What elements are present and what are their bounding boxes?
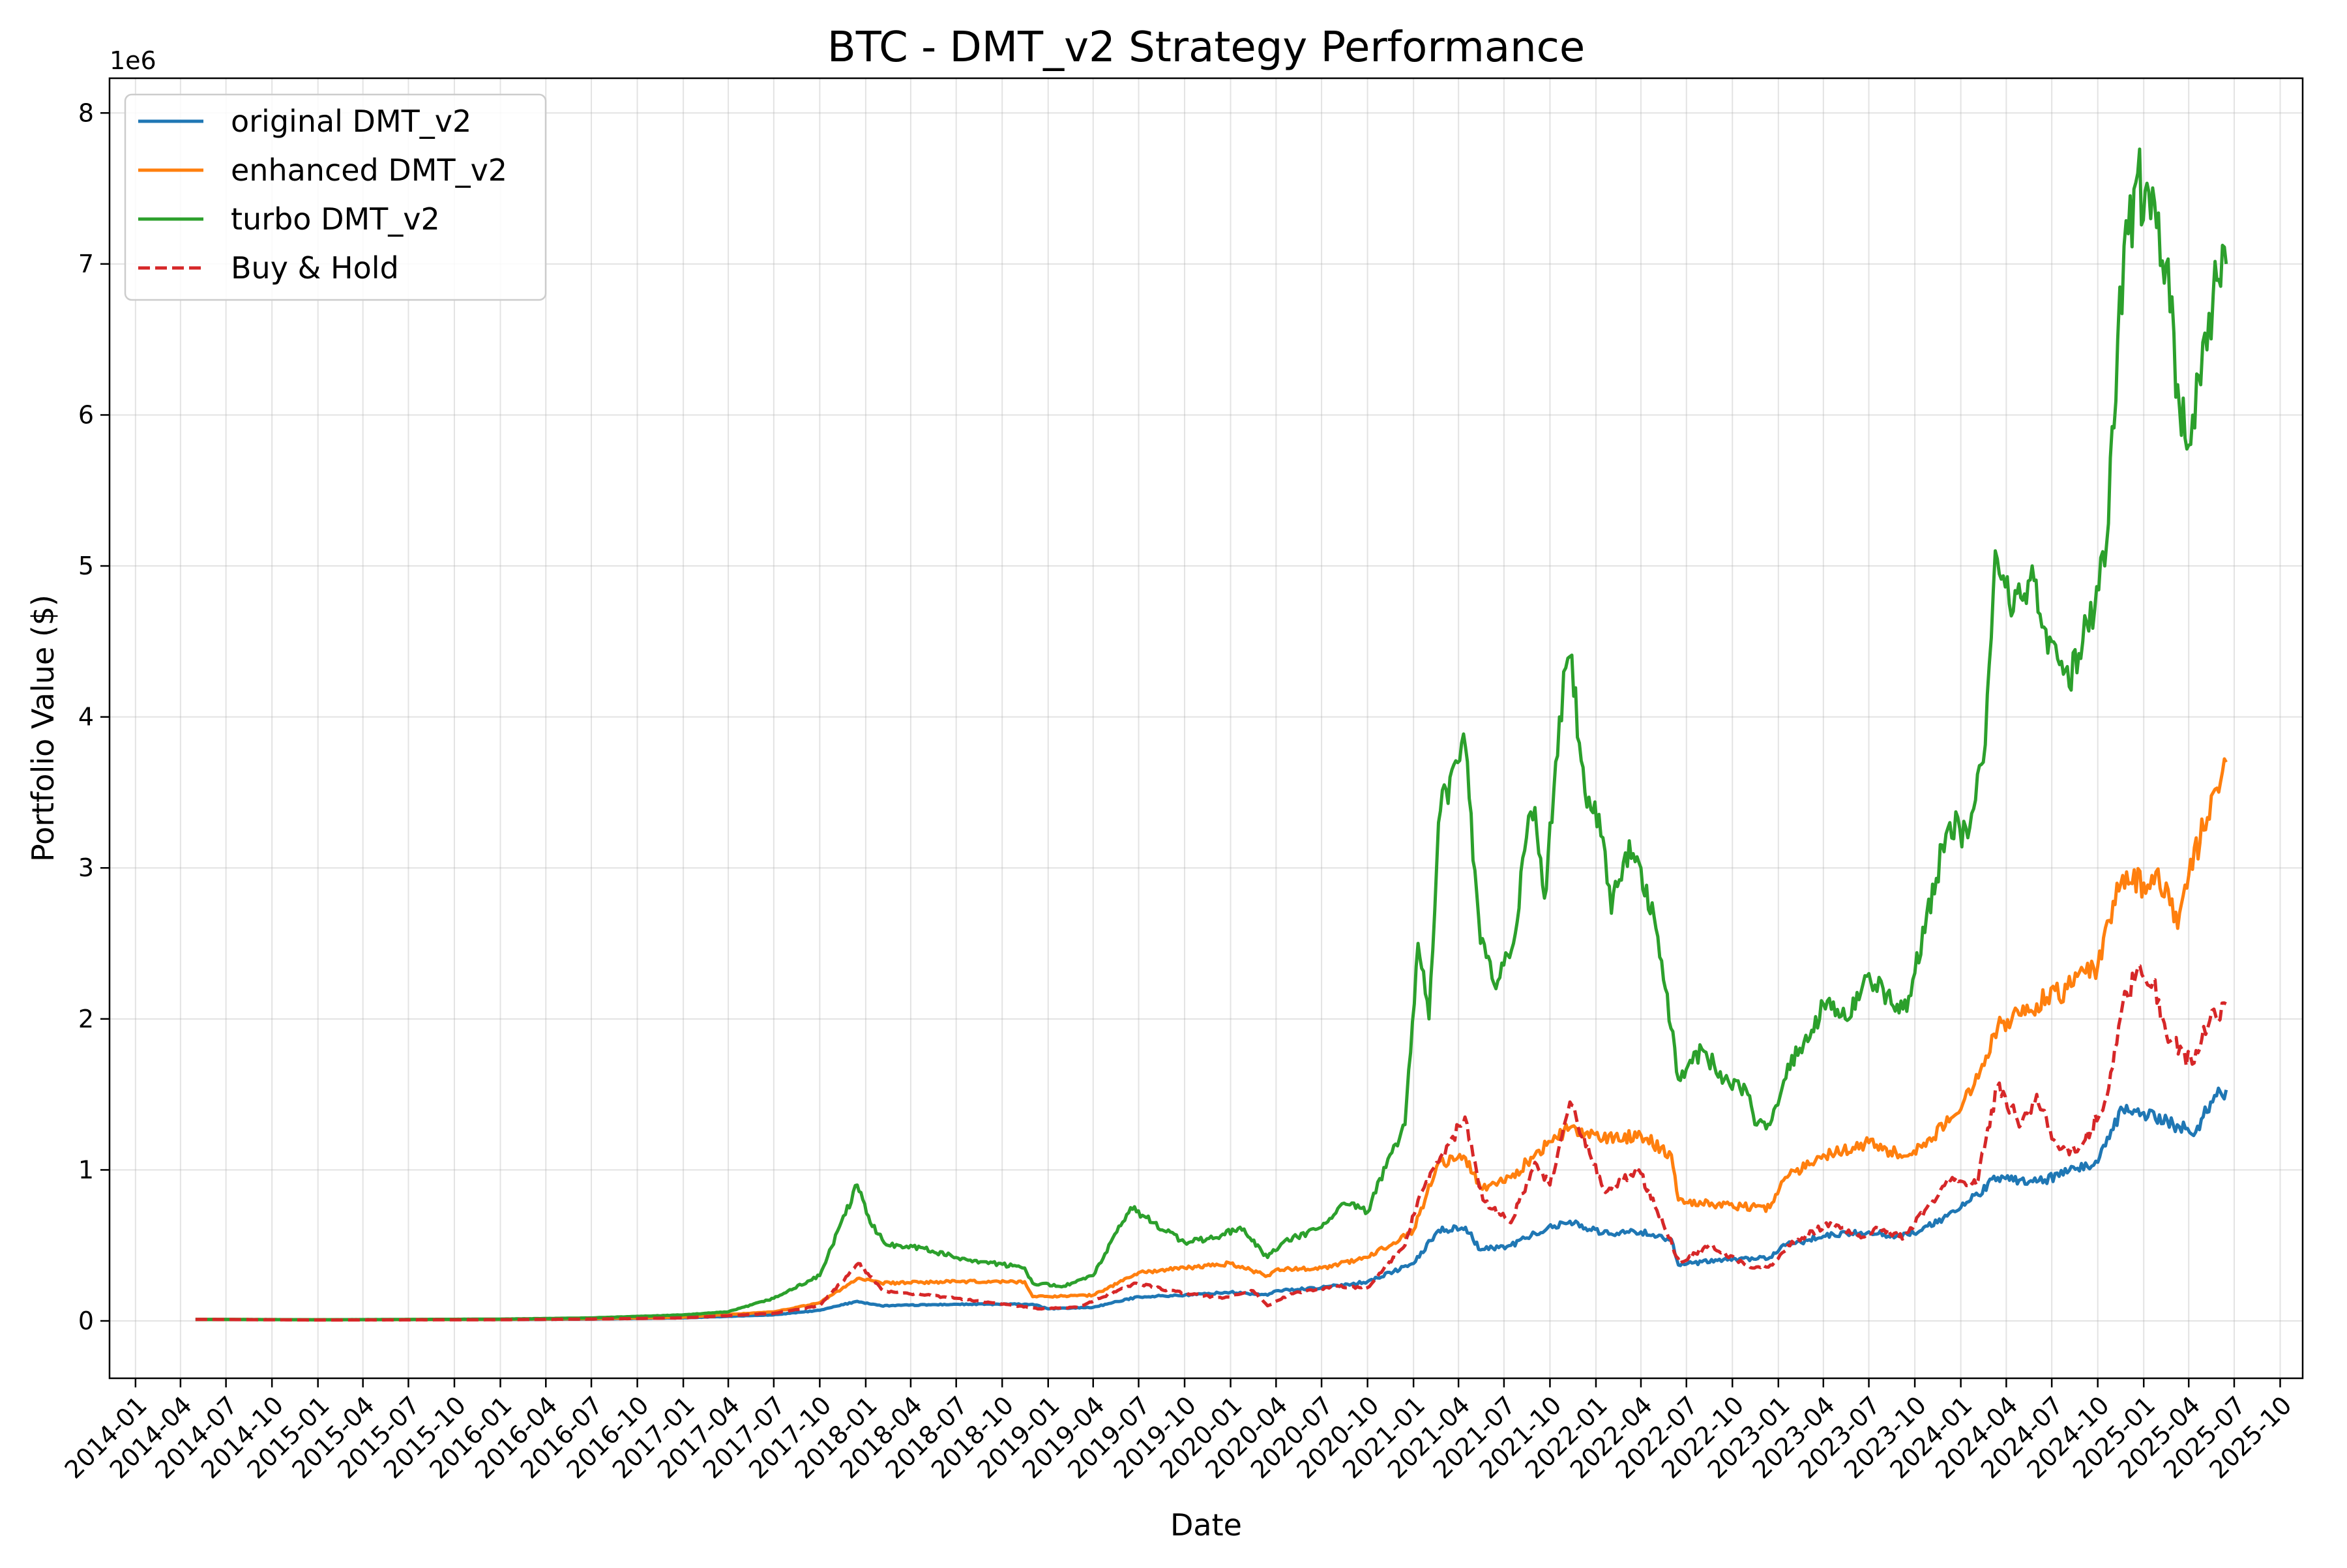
y-axis-offset-label: 1e6 — [110, 46, 156, 75]
y-tick-label: 0 — [78, 1307, 94, 1335]
legend-label: Buy & Hold — [231, 250, 399, 286]
legend-label: turbo DMT_v2 — [231, 201, 440, 237]
y-axis-label: Portfolio Value ($) — [25, 595, 61, 862]
series-lines — [195, 147, 2228, 1322]
y-tick-label: 2 — [78, 1005, 94, 1033]
plot-frame — [108, 77, 2304, 1380]
chart-title: BTC - DMT_v2 Strategy Performance — [827, 23, 1585, 72]
x-axis-label: Date — [1170, 1507, 1242, 1543]
y-tick-label: 4 — [78, 703, 94, 732]
y-tick-label: 8 — [78, 98, 94, 127]
y-tick-label: 5 — [78, 552, 94, 580]
y-tick-label: 1 — [78, 1155, 94, 1184]
series-line-4 — [195, 964, 2227, 1322]
legend-label: enhanced DMT_v2 — [231, 153, 507, 188]
y-axis-ticks: 0 1 2 3 4 5 6 7 8 — [78, 98, 110, 1335]
y-tick-label: 6 — [78, 400, 94, 429]
legend-label: original DMT_v2 — [231, 104, 471, 139]
y-tick-label: 3 — [78, 853, 94, 882]
y-tick-label: 7 — [78, 250, 94, 278]
legend-box — [124, 93, 547, 301]
